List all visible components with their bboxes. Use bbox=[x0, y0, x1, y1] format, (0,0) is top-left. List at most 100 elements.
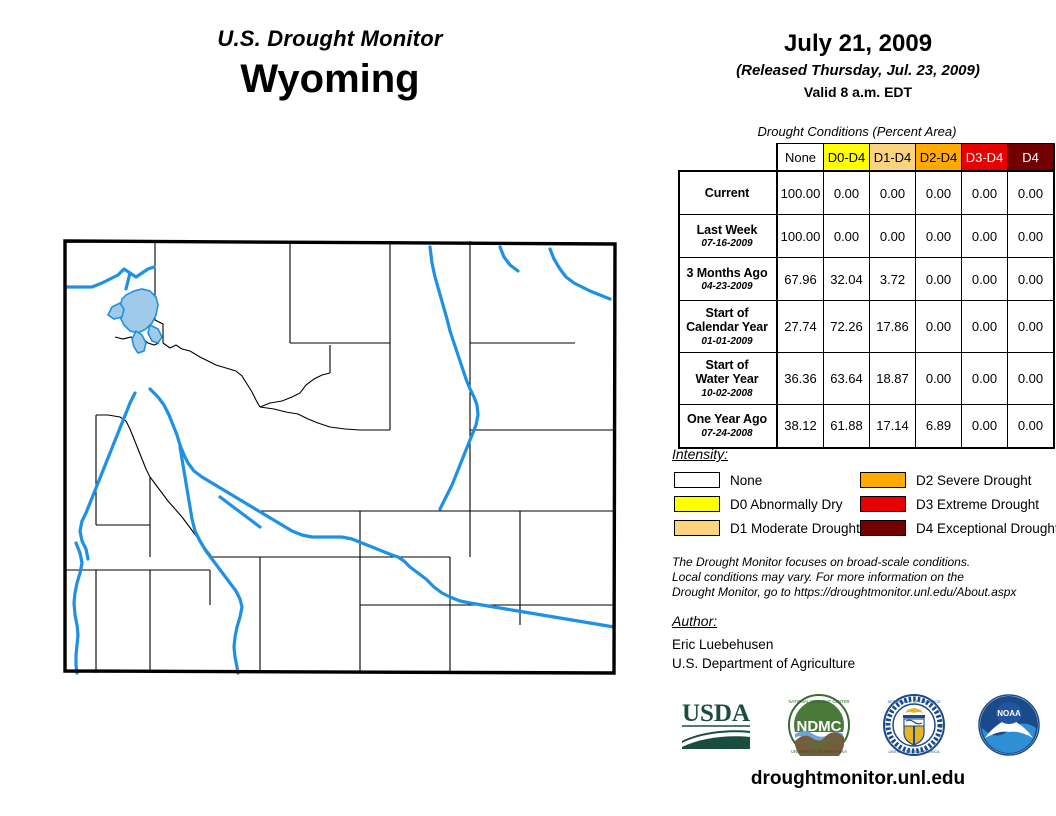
legend-swatch bbox=[674, 472, 720, 488]
ndmc-logo: NDMC NATIONAL DROUGHT CENTER UNIVERSITY … bbox=[787, 694, 850, 756]
author-agency: U.S. Department of Agriculture bbox=[672, 656, 856, 671]
report-date: July 21, 2009 bbox=[783, 30, 933, 57]
svg-text:DEPARTMENT OF COMMERCE: DEPARTMENT OF COMMERCE bbox=[887, 700, 940, 704]
legend-item: D4 Exceptional Drought bbox=[860, 516, 1056, 540]
table-cell: 0.00 bbox=[961, 300, 1008, 353]
table-cell: 0.00 bbox=[823, 170, 870, 215]
row-label-name: Current bbox=[704, 185, 750, 200]
intensity-legend: None D2 Severe Drought D0 Abnormally Dry D3… bbox=[674, 468, 1056, 540]
table-cell: 6.89 bbox=[915, 403, 962, 449]
row-label-name: Last Week bbox=[696, 222, 758, 237]
disclaimer-line-2: Local conditions may vary. For more info… bbox=[672, 570, 964, 584]
legend-label: D4 Exceptional Drought bbox=[916, 520, 1056, 536]
table-cell: 38.12 bbox=[776, 403, 824, 449]
noaa-logo: NOAA bbox=[977, 694, 1040, 756]
legend-label: None bbox=[730, 472, 763, 488]
legend-item: D3 Extreme Drought bbox=[860, 492, 1046, 516]
row-label-date: 10-02-2008 bbox=[701, 387, 753, 399]
table-row: One Year Ago 07-24-2008 38.12 61.88 17.14 6.8… bbox=[678, 403, 1055, 449]
table-cell: 0.00 bbox=[869, 170, 916, 215]
disclaimer-text: The Drought Monitor focuses on broad-sca… bbox=[672, 555, 1052, 600]
legend-swatch bbox=[860, 472, 906, 488]
table-cell: 36.36 bbox=[776, 351, 824, 405]
svg-text:UNIVERSITY OF NEBRASKA: UNIVERSITY OF NEBRASKA bbox=[790, 749, 846, 754]
table-cell: 3.72 bbox=[869, 257, 916, 301]
table-cell: 0.00 bbox=[915, 214, 962, 258]
row-label-date: 01-01-2009 bbox=[701, 335, 753, 347]
table-header-row: None D0-D4 D1-D4 D2-D4 D3-D4 D4 bbox=[679, 143, 1055, 172]
row-label: 3 Months Ago 04-23-2009 bbox=[678, 257, 778, 301]
usda-logo: USDA bbox=[681, 700, 750, 749]
legend-label: D2 Severe Drought bbox=[916, 472, 1032, 488]
table-cell: 0.00 bbox=[915, 257, 962, 301]
table-cell: 0.00 bbox=[915, 300, 962, 353]
row-label: Start of Water Year 10-02-2008 bbox=[678, 351, 778, 405]
table-cell: 100.00 bbox=[776, 214, 824, 258]
table-cell: 0.00 bbox=[961, 170, 1008, 215]
legend-label: D1 Moderate Drought bbox=[730, 520, 860, 536]
table-cell: 18.87 bbox=[869, 351, 916, 405]
table-cell: 0.00 bbox=[961, 257, 1008, 301]
svg-text:NDMC: NDMC bbox=[796, 718, 841, 735]
table-cell: 17.86 bbox=[869, 300, 916, 353]
row-label: Start of Calendar Year 01-01-2009 bbox=[678, 300, 778, 353]
state-title: Wyoming bbox=[240, 57, 420, 101]
map-title-block: U.S. Drought Monitor Wyoming bbox=[0, 26, 660, 102]
state-outline-wyoming bbox=[63, 239, 617, 675]
table-cell: 0.00 bbox=[961, 214, 1008, 258]
drought-conditions-table: None D0-D4 D1-D4 D2-D4 D3-D4 D4 Current 1… bbox=[678, 143, 1055, 449]
table-cell: 0.00 bbox=[1007, 403, 1055, 449]
state-fill-wyoming bbox=[65, 241, 615, 673]
table-cell: 32.04 bbox=[823, 257, 870, 301]
legend-item: None bbox=[674, 468, 860, 492]
column-header-d0: D0-D4 bbox=[823, 143, 870, 172]
rivers bbox=[63, 245, 616, 675]
usda-seal-logo: DEPARTMENT OF COMMERCE UNITED STATES OF … bbox=[882, 694, 945, 756]
legend-swatch bbox=[674, 496, 720, 512]
table-cell: 63.64 bbox=[823, 351, 870, 405]
legend-label: D0 Abnormally Dry bbox=[730, 496, 843, 512]
legend-swatch bbox=[860, 496, 906, 512]
table-cell: 0.00 bbox=[1007, 214, 1055, 258]
website-url: droughtmonitor.unl.edu bbox=[750, 768, 966, 789]
table-row: Current 100.00 0.00 0.00 0.00 0.00 0.00 bbox=[678, 170, 1055, 215]
table-row: 3 Months Ago 04-23-2009 67.96 32.04 3.72 0.00… bbox=[678, 257, 1055, 301]
legend-swatch bbox=[674, 520, 720, 536]
row-label-date: 07-16-2009 bbox=[701, 238, 753, 250]
map-svg bbox=[63, 239, 617, 675]
table-cell: 0.00 bbox=[1007, 300, 1055, 353]
svg-text:USDA: USDA bbox=[681, 700, 749, 727]
table-cell: 72.26 bbox=[823, 300, 870, 353]
column-header-d4: D4 bbox=[1007, 143, 1055, 172]
author-label: Author: bbox=[672, 613, 718, 629]
intensity-legend-title: Intensity: bbox=[672, 446, 729, 462]
table-cell: 0.00 bbox=[1007, 351, 1055, 405]
column-header-none: None bbox=[776, 143, 824, 172]
row-label: Last Week 07-16-2009 bbox=[678, 214, 778, 258]
author-name: Eric Luebehusen bbox=[672, 637, 774, 652]
report-header: July 21, 2009 (Released Thursday, Jul. 2… bbox=[660, 30, 1056, 100]
valid-time: Valid 8 a.m. EDT bbox=[803, 84, 913, 100]
table-cell: 0.00 bbox=[1007, 257, 1055, 301]
table-cell: 0.00 bbox=[961, 351, 1008, 405]
row-label-name: Start of Calendar Year bbox=[686, 306, 768, 335]
row-label: One Year Ago 07-24-2008 bbox=[678, 403, 778, 449]
table-cell: 61.88 bbox=[823, 403, 870, 449]
table-cell: 0.00 bbox=[961, 403, 1008, 449]
row-label-name: 3 Months Ago bbox=[686, 265, 768, 280]
disclaimer-line-1: The Drought Monitor focuses on broad-sca… bbox=[672, 555, 971, 569]
legend-swatch bbox=[860, 520, 906, 536]
table-cell: 0.00 bbox=[915, 351, 962, 405]
svg-text:NATIONAL DROUGHT CENTER: NATIONAL DROUGHT CENTER bbox=[788, 699, 849, 704]
program-title: U.S. Drought Monitor bbox=[217, 26, 443, 51]
row-label-name: Start of Water Year bbox=[695, 357, 759, 387]
table-cell: 0.00 bbox=[869, 214, 916, 258]
table-row: Start of Water Year 10-02-2008 36.36 63.64 18… bbox=[678, 351, 1055, 405]
table-cell: 67.96 bbox=[776, 257, 824, 301]
legend-label: D3 Extreme Drought bbox=[916, 496, 1040, 512]
table-cell: 17.14 bbox=[869, 403, 916, 449]
legend-item: D1 Moderate Drought bbox=[674, 516, 860, 540]
release-date: (Released Thursday, Jul. 23, 2009) bbox=[736, 62, 980, 79]
legend-item: D2 Severe Drought bbox=[860, 468, 1046, 492]
column-header-d3: D3-D4 bbox=[961, 143, 1008, 172]
